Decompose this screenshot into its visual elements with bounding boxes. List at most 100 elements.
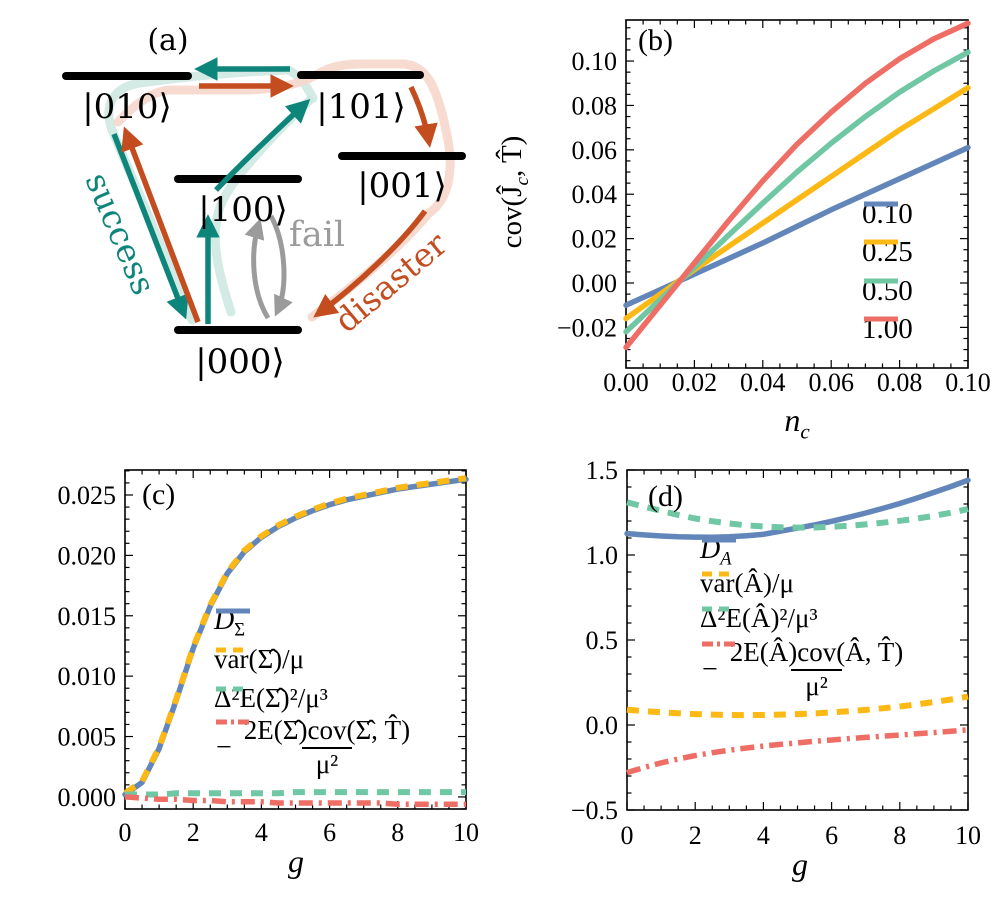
legend-swatch	[702, 641, 736, 647]
series-line-Δ²E(Σ̂)²/μ³	[125, 789, 466, 798]
state-label-101: |101⟩	[316, 87, 406, 127]
fail-label: fail	[289, 215, 345, 255]
state-label-010: |010⟩	[82, 87, 172, 127]
plot-frame	[625, 19, 969, 369]
series-line-var(Σ̂)/μ	[123, 475, 467, 796]
state-label-100: |100⟩	[198, 190, 288, 230]
legend-swatch	[702, 606, 736, 612]
panel-d-tag: (d)	[648, 480, 683, 513]
legend-b-row-3: 0.50	[862, 275, 913, 308]
chart-d: 0 2 4 6 8 10 −0.5 0.0 0.5 1.0 1.5	[571, 456, 981, 850]
legend-c-row-2: var(Σ̂)/μ	[214, 644, 304, 675]
x-tick-label: 0.04	[740, 368, 786, 397]
panel-a-tag: (a)	[147, 23, 188, 58]
legend-d-row-3: Δ²E(Â)²/μ³	[700, 603, 818, 634]
x-tick-label: 0.08	[877, 368, 923, 397]
y-tick-label: −0.02	[557, 313, 617, 342]
panel-a-level-diagram: (a) |010⟩ |101⟩ |100⟩ |001⟩ |000⟩ succes…	[62, 23, 466, 382]
x-tick-label: 0.02	[672, 368, 718, 397]
xlabel-main: g	[288, 843, 304, 879]
legend-minus-sign: −	[702, 653, 718, 685]
series-line-Δ²E(Â)²/μ³	[626, 499, 969, 531]
ylabel-sub: c	[511, 177, 533, 186]
legend-d-row-2: var(Â)/μ	[700, 568, 794, 599]
legend-swatch	[216, 647, 250, 653]
series-line-1.00	[623, 20, 971, 351]
y-tick-label: 0.000	[58, 783, 117, 812]
panel-b-tag: (b)	[638, 24, 673, 57]
legend-swatch	[702, 537, 736, 543]
y-tick-label: 0.06	[572, 136, 618, 165]
chart-b-x-axis-label: nc	[762, 402, 832, 442]
legend-minus-sign: −	[216, 731, 232, 763]
legend-swatch	[702, 571, 736, 577]
legend-swatch	[864, 201, 898, 207]
series-line-−2E(Σ̂)cov(Σ̂,T̂)/μ²	[124, 794, 466, 807]
legend-c-row-3: Δ²E(Σ̂)²/μ³	[214, 683, 328, 714]
y-tick-label: 1.5	[586, 456, 619, 485]
fraction-numerator: 2E(Â)cov(Â, T̂)	[729, 637, 904, 667]
y-tick-label: 0.015	[58, 602, 117, 631]
legend-swatch	[864, 278, 898, 284]
legend-fraction: 2E(Σ̂)cov(Σ̂, T̂) μ²	[239, 715, 415, 780]
xlabel-main: n	[784, 402, 801, 438]
legend-b-row-4: 1.00	[862, 313, 913, 346]
x-tick-label: 0.00	[603, 368, 649, 397]
y-tick-label: 0.025	[58, 481, 117, 510]
x-tick-label: 2	[187, 818, 200, 847]
y-tick-label: 0.005	[58, 723, 117, 752]
arrow-101-to-001	[408, 85, 438, 148]
state-label-001: |001⟩	[357, 166, 447, 206]
arrow-001-to-000-disaster	[313, 209, 428, 318]
disaster-trajectory-faded	[113, 59, 455, 322]
series-line-var(Â)/μ	[626, 693, 969, 719]
x-tick-label: 6	[825, 821, 838, 850]
x-tick-label: 0	[621, 821, 634, 850]
legend-swatch	[864, 316, 898, 322]
y-tick-label: −0.5	[571, 796, 618, 825]
chart-c-x-axis-label: g	[266, 843, 326, 880]
legend-b-row-2: 0.25	[862, 236, 913, 269]
x-tick-label: 10	[955, 821, 981, 850]
arrow-100-to-101	[214, 98, 311, 192]
fraction-denominator: μ²	[301, 746, 353, 780]
fraction-numerator: 2E(Σ̂)cov(Σ̂, T̂)	[243, 715, 411, 745]
legend-swatch	[216, 608, 250, 614]
x-tick-label: 4	[757, 821, 770, 850]
x-tick-label: 8	[391, 818, 404, 847]
state-label-000: |000⟩	[195, 342, 285, 382]
fraction-denominator: μ²	[791, 668, 842, 702]
y-tick-label: 0.00	[572, 269, 618, 298]
legend-label: Δ²E(Σ̂)²/μ³	[214, 683, 328, 713]
y-tick-label: 0.04	[572, 180, 618, 209]
y-tick-label: 0.02	[572, 225, 618, 254]
arrow-010-to-000-success	[111, 133, 189, 320]
chart-d-x-axis-label: g	[770, 846, 830, 883]
legend-swatch	[864, 239, 898, 245]
legend-fraction: 2E(Â)cov(Â, T̂) μ²	[725, 637, 908, 702]
panel-c-tag: (c)	[142, 478, 176, 511]
chart-b: 0.00 0.02 0.04 0.06 0.08 0.10 −0.02 0.00 0.02 0.0…	[557, 19, 991, 397]
y-tick-label: 0.020	[58, 541, 117, 570]
y-tick-label: 0.5	[586, 626, 619, 655]
arrow-000-to-010	[121, 126, 201, 323]
legend-c-row-4: − 2E(Σ̂)cov(Σ̂, T̂) μ²	[214, 715, 415, 780]
arrow-100-to-000-fail	[268, 214, 293, 317]
series-line-−2E(Â)cov(Â,T̂)/μ²	[626, 727, 969, 776]
y-tick-label: 0.08	[572, 91, 618, 120]
x-tick-label: 6	[323, 818, 336, 847]
chart-b-y-axis-label: cov(Ĵc, T̂)	[496, 77, 533, 307]
y-tick-label: 1.0	[586, 541, 619, 570]
y-tick-label: 0.010	[58, 662, 117, 691]
legend-swatch	[216, 686, 250, 692]
x-tick-label: 0.06	[808, 368, 854, 397]
x-tick-label: 0	[119, 818, 132, 847]
arrow-000-to-100-fail	[244, 218, 271, 320]
legend-d-row-4: − 2E(Â)cov(Â, T̂) μ²	[700, 637, 908, 702]
x-tick-label: 4	[255, 818, 268, 847]
chart-c: 0 2 4 6 8 10 0.000 0.005 0.010 0.015 0.020 0.025	[58, 469, 479, 847]
legend-label: var(Σ̂)/μ	[214, 644, 305, 674]
series-line-0.50	[623, 49, 971, 335]
